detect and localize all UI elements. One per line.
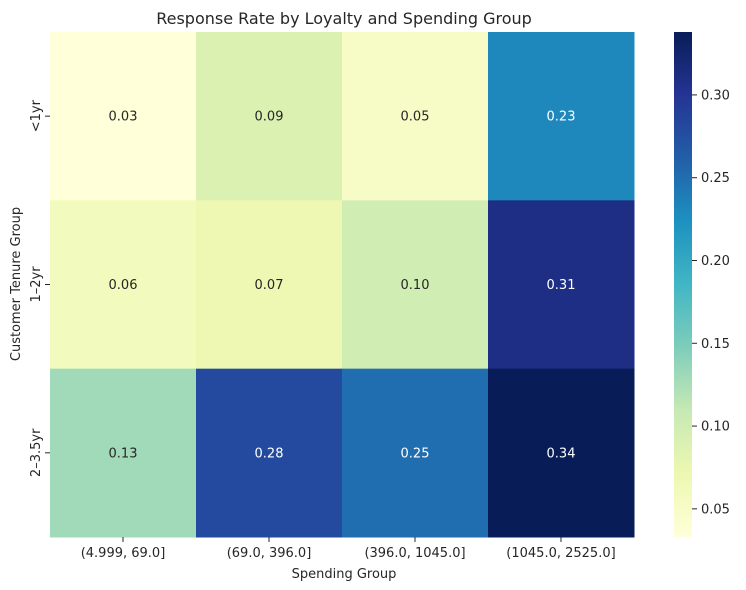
colorbar-tick-label: 0.15 [701,337,730,352]
x-tick-label: (1045.0, 2525.0] [506,546,615,561]
x-axis-label: Spending Group [292,567,397,582]
cell-value-label: 0.31 [547,278,576,293]
heatmap-cell [50,200,197,370]
cell-value-label: 0.13 [109,446,138,461]
x-tick-label: (396.0, 1045.0] [364,546,465,561]
heatmap-cell [342,32,489,201]
cell-value-label: 0.34 [547,446,576,461]
heatmap-cell-labels: 0.03 0.09 0.05 0.23 0.06 0.07 0.10 0.31 0.13 0.28… [109,110,576,462]
y-axis-ticks: <1yr 1–2yr 2–3.5yr [29,99,50,477]
colorbar-tick-label: 0.20 [701,254,730,269]
heatmap-cell [342,200,489,370]
colorbar [674,32,692,537]
heatmap-cell [50,32,197,201]
heatmap-cell [342,368,489,538]
chart-title: Response Rate by Loyalty and Spending Gr… [156,9,532,28]
cell-value-label: 0.25 [401,446,430,461]
x-axis-ticks: (4.999, 69.0] (69.0, 396.0] (396.0, 1045.0… [81,537,616,561]
colorbar-tick-label: 0.10 [701,420,730,435]
cell-value-label: 0.28 [255,446,284,461]
cell-value-label: 0.10 [401,278,430,293]
y-axis-label: Customer Tenure Group [9,207,24,361]
heatmap-cell [50,368,197,538]
heatmap-cell [196,200,343,370]
cell-value-label: 0.05 [401,110,430,125]
colorbar-tick-label: 0.25 [701,171,730,186]
y-tick-label: 1–2yr [29,266,44,303]
heatmap-cells [50,32,635,538]
heatmap-cell [488,32,635,201]
x-tick-label: (69.0, 396.0] [227,546,312,561]
colorbar-ticks: 0.05 0.10 0.15 0.20 0.25 0.30 [692,88,730,517]
y-tick-label: <1yr [29,99,44,132]
colorbar-tick-label: 0.05 [701,502,730,517]
x-tick-label: (4.999, 69.0] [81,546,166,561]
heatmap-cell [196,368,343,538]
cell-value-label: 0.09 [255,110,284,125]
cell-value-label: 0.06 [109,278,138,293]
heatmap-cell [196,32,343,201]
heatmap-cell [488,200,635,370]
cell-value-label: 0.23 [547,110,576,125]
colorbar-tick-label: 0.30 [701,88,730,103]
y-tick-label: 2–3.5yr [29,428,44,477]
cell-value-label: 0.07 [255,278,284,293]
heatmap-cell [488,368,635,538]
cell-value-label: 0.03 [109,110,138,125]
